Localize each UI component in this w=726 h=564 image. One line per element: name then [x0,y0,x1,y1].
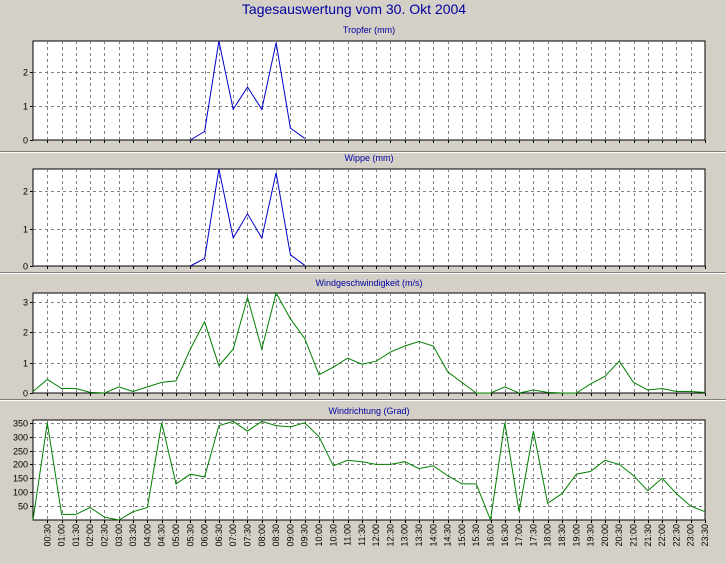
y-tick-label: 200 [13,460,28,470]
x-tick-label: 15:30 [471,524,481,547]
y-tick-label: 300 [13,433,28,443]
y-tick-label: 3 [23,298,28,308]
y-tick-label: 2 [23,68,28,78]
x-tick-label: 23:30 [700,524,710,547]
x-tick-label: 01:30 [71,524,81,547]
x-tick-label: 03:00 [114,524,124,547]
x-tick-label: 19:00 [571,524,581,547]
x-tick-label: 10:00 [314,524,324,547]
x-tick-label: 22:00 [657,524,667,547]
plot-area [32,292,706,394]
panel-title: Tropfer (mm) [343,25,395,35]
chart-title: Tagesauswertung vom 30. Okt 2004 [242,1,466,17]
x-tick-label: 08:30 [271,524,281,547]
y-tick-label: 1 [23,359,28,369]
x-tick-label: 22:30 [671,524,681,547]
x-tick-label: 20:30 [614,524,624,547]
y-tick-label: 50 [18,502,28,512]
x-tick-label: 03:30 [128,524,138,547]
x-tick-label: 17:00 [514,524,524,547]
x-tick-label: 09:30 [300,524,310,547]
x-tick-label: 06:30 [214,524,224,547]
x-tick-label: 16:30 [500,524,510,547]
x-tick-label: 14:30 [443,524,453,547]
x-tick-label: 10:30 [328,524,338,547]
y-tick-label: 350 [13,419,28,429]
y-tick-label: 1 [23,102,28,112]
x-tick-label: 12:30 [385,524,395,547]
panel-title: Wippe (mm) [345,153,394,163]
x-tick-label: 11:30 [357,524,367,546]
x-tick-label: 04:00 [142,524,152,547]
x-tick-label: 17:30 [528,524,538,547]
panel-title: Windgeschwindigkeit (m/s) [315,278,422,288]
x-tick-label: 12:00 [371,524,381,547]
x-tick-label: 05:30 [185,524,195,547]
plot-area [32,168,706,267]
y-tick-label: 0 [23,389,28,399]
plot-area [32,40,706,141]
y-tick-label: 150 [13,474,28,484]
x-tick-label: 16:00 [486,524,496,547]
x-tick-label: 08:00 [257,524,267,547]
x-tick-label: 21:30 [643,524,653,547]
x-tick-label: 04:30 [157,524,167,547]
y-tick-label: 2 [23,187,28,197]
series-line [32,420,706,522]
y-tick-label: 100 [13,488,28,498]
panel-title: Windrichtung (Grad) [328,406,409,416]
series-line [190,40,305,141]
x-tick-label: 20:00 [600,524,610,547]
y-tick-label: 2 [23,328,28,338]
x-tick-label: 06:00 [200,524,210,547]
x-tick-label: 19:30 [586,524,596,547]
x-tick-label: 02:00 [85,524,95,547]
x-tick-label: 23:00 [686,524,696,547]
y-tick-label: 0 [23,262,28,272]
x-tick-label: 18:00 [543,524,553,547]
x-tick-label: 11:00 [343,524,353,546]
x-tick-label: 21:00 [629,524,639,547]
x-tick-label: 18:30 [557,524,567,547]
x-tick-label: 01:00 [57,524,67,547]
x-tick-label: 07:30 [243,524,253,547]
x-tick-label: 09:00 [285,524,295,547]
x-tick-label: 14:00 [428,524,438,547]
y-tick-label: 0 [23,136,28,146]
x-tick-label: 07:00 [228,524,238,547]
series-line [190,168,305,267]
x-tick-label: 13:00 [400,524,410,547]
x-tick-label: 15:00 [457,524,467,547]
series-line [32,291,706,394]
x-tick-label: 13:30 [414,524,424,547]
y-tick-label: 1 [23,225,28,235]
x-tick-label: 02:30 [100,524,110,547]
y-tick-label: 250 [13,447,28,457]
x-tick-label: 05:00 [171,524,181,547]
x-tick-label: 00:30 [42,524,52,547]
